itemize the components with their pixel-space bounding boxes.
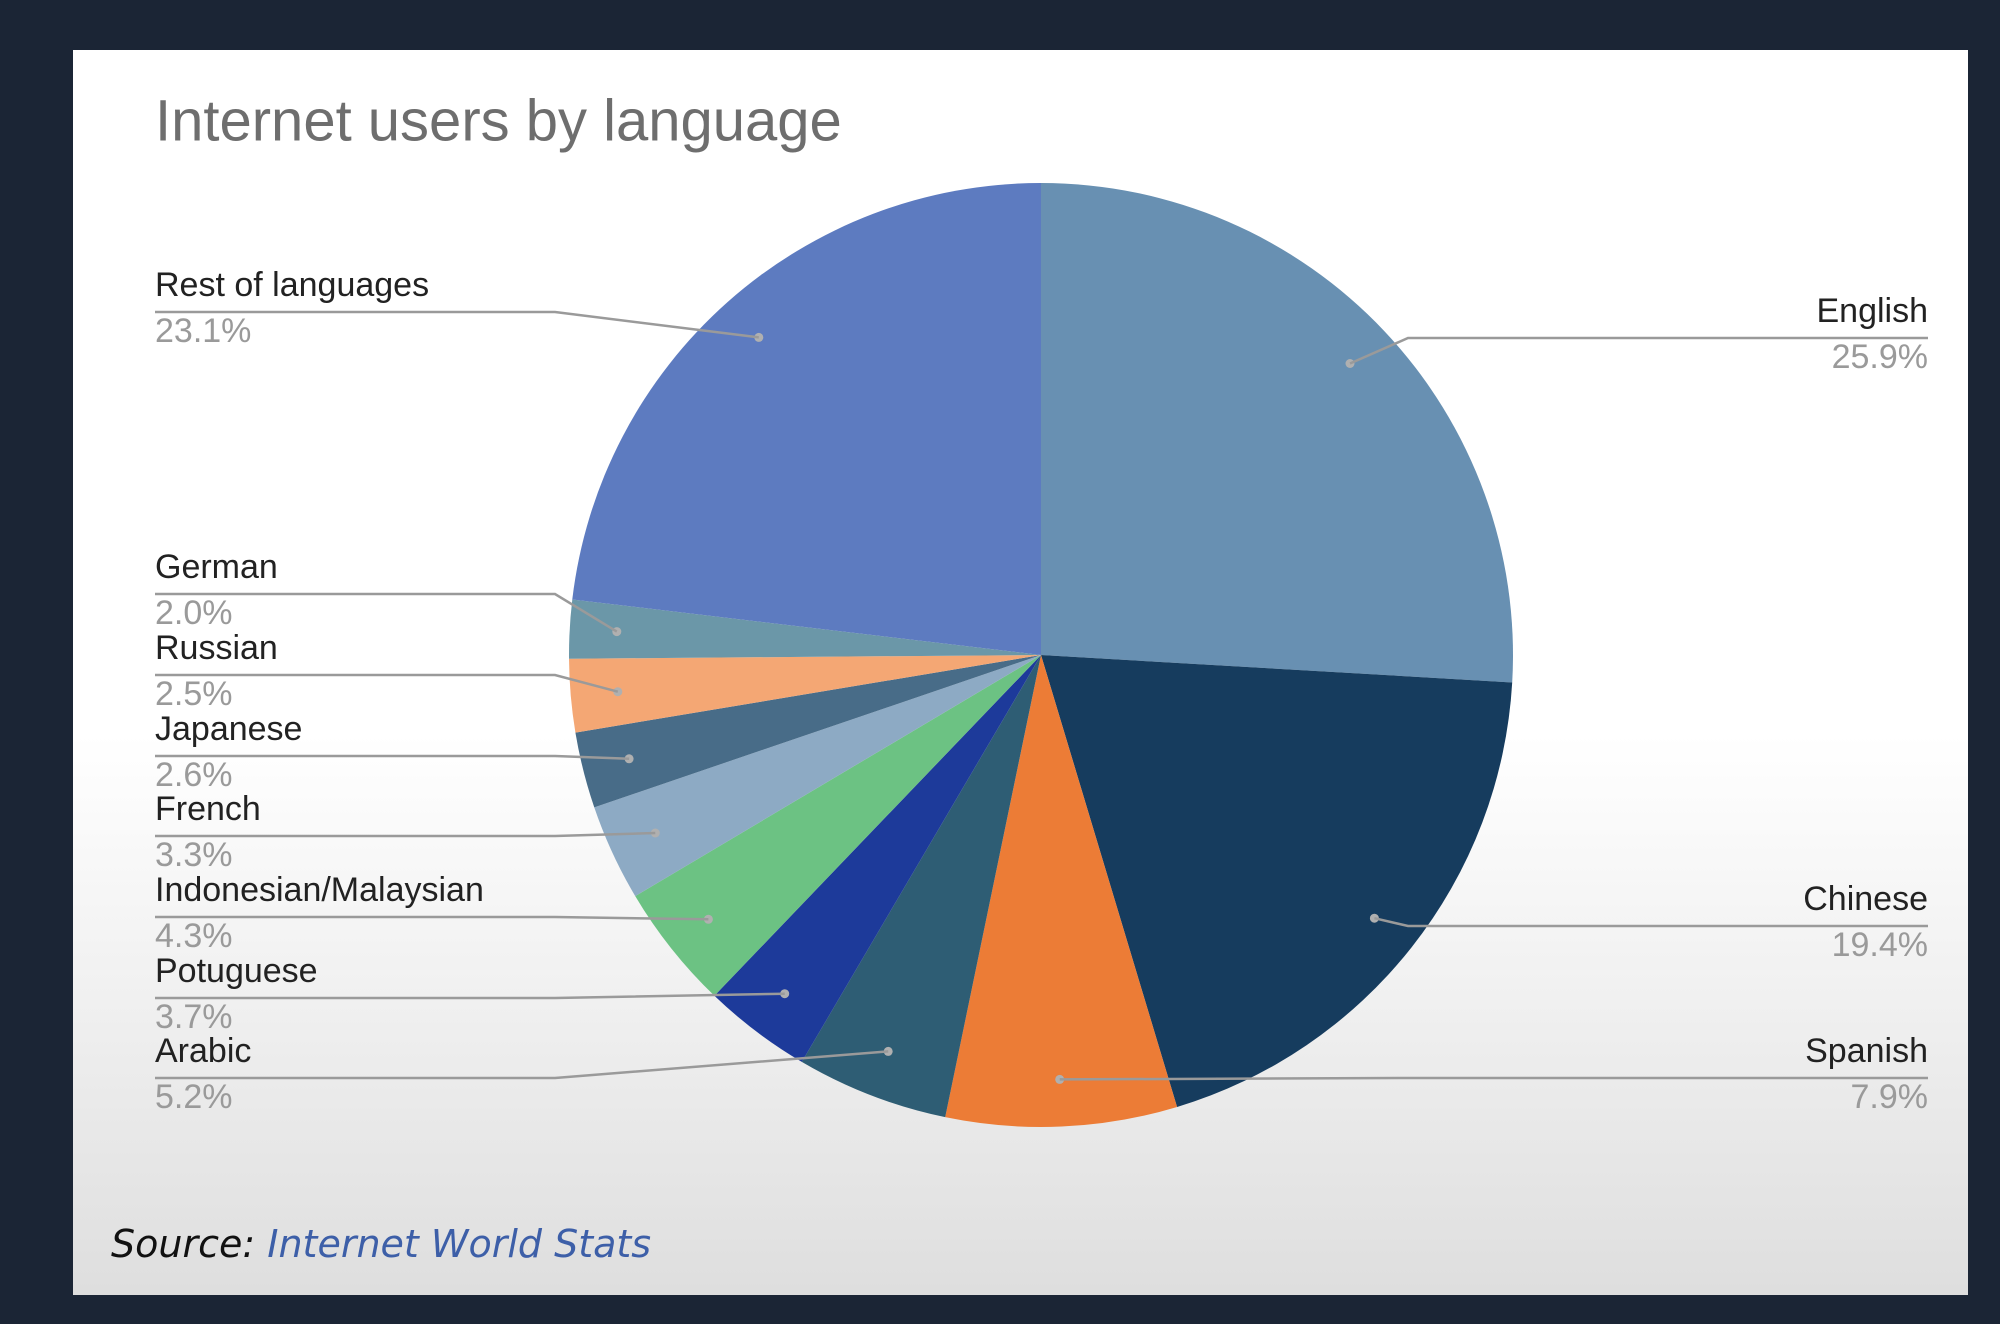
leader-line-potuguese xyxy=(155,992,785,1000)
slice-label-english: English xyxy=(1816,292,1928,330)
pie-slice-arabic xyxy=(801,655,1041,1118)
slice-percent-indonesian-malaysian: 4.3% xyxy=(155,917,233,955)
slice-percent-chinese: 19.4% xyxy=(1832,926,1928,964)
source-credit: Source: Internet World Stats xyxy=(111,1222,651,1266)
slice-label-german: German xyxy=(155,548,278,586)
slice-label-japanese: Japanese xyxy=(155,710,302,748)
chart-slide: Internet users by language English 25.9% C… xyxy=(73,50,1968,1295)
slice-percent-rest-of-languages: 23.1% xyxy=(155,312,251,350)
leader-line-japanese xyxy=(155,754,630,761)
slice-label-rest-of-languages: Rest of languages xyxy=(155,266,429,304)
pie-slice-french xyxy=(594,655,1041,897)
slice-percent-french: 3.3% xyxy=(155,836,233,874)
leader-line-arabic xyxy=(155,1050,889,1080)
pie-slice-indonesian-malaysian xyxy=(635,655,1041,996)
slice-percent-arabic: 5.2% xyxy=(155,1078,233,1116)
slice-label-chinese: Chinese xyxy=(1803,880,1928,918)
slice-label-arabic: Arabic xyxy=(155,1032,251,1070)
source-prefix: Source: xyxy=(111,1222,256,1266)
slice-percent-english: 25.9% xyxy=(1832,338,1928,376)
pie-slice-chinese xyxy=(1041,655,1513,1107)
slice-label-spanish: Spanish xyxy=(1805,1032,1928,1070)
pie-slice-spanish xyxy=(945,655,1178,1127)
pie-slice-german xyxy=(568,599,1041,659)
leader-line-chinese xyxy=(1374,916,1928,928)
pie-chart: Internet users by language English 25.9% C… xyxy=(155,88,1929,1127)
leader-line-spanish xyxy=(1059,1076,1928,1081)
slice-percent-potuguese: 3.7% xyxy=(155,998,233,1036)
slice-percent-japanese: 2.6% xyxy=(155,756,233,794)
pie-slice-potuguese xyxy=(714,655,1041,1062)
slice-percent-spanish: 7.9% xyxy=(1851,1078,1929,1116)
chart-title: Internet users by language xyxy=(155,88,842,153)
source-link[interactable]: Internet World Stats xyxy=(267,1222,652,1266)
leader-line-russian xyxy=(155,673,619,693)
slice-label-potuguese: Potuguese xyxy=(155,952,318,990)
leader-line-rest-of-languages xyxy=(155,310,759,339)
pie-slice-english xyxy=(1041,183,1513,683)
pie-slice-russian xyxy=(569,655,1041,733)
slice-label-russian: Russian xyxy=(155,629,278,667)
slice-label-french: French xyxy=(155,790,261,828)
slice-percent-russian: 2.5% xyxy=(155,675,233,713)
leader-line-french xyxy=(155,831,656,838)
leader-line-german xyxy=(155,592,618,633)
pie-slice-japanese xyxy=(575,655,1041,808)
leader-dot-spanish xyxy=(1055,1074,1065,1084)
leader-line-english xyxy=(1349,336,1928,365)
slice-label-indonesian-malaysian: Indonesian/Malaysian xyxy=(155,871,484,909)
leader-line-indonesian-malaysian xyxy=(155,915,709,921)
slice-percent-german: 2.0% xyxy=(155,594,233,632)
pie-slice-rest-of-languages xyxy=(572,183,1041,655)
